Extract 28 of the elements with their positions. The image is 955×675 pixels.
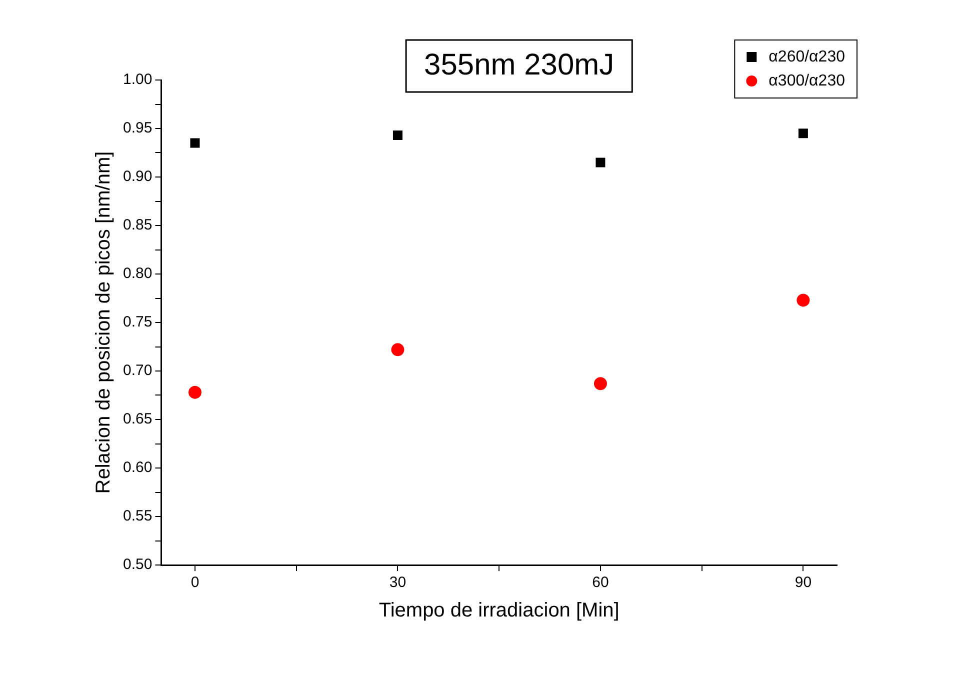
y-tick-label: 1.00 xyxy=(122,71,152,88)
point xyxy=(190,138,200,148)
x-tick-label: 30 xyxy=(389,574,406,592)
y-axis-title: Relacion de posicion de picos [nm/nm] xyxy=(92,151,115,494)
x-tick-label: 90 xyxy=(794,574,812,592)
legend-label: α300/α230 xyxy=(768,72,846,90)
point xyxy=(798,128,808,138)
point xyxy=(594,377,607,390)
y-tick-label: 0.95 xyxy=(122,120,152,137)
y-tick-label: 0.60 xyxy=(122,459,152,476)
x-tick-label: 60 xyxy=(592,574,609,592)
point xyxy=(392,130,402,140)
point xyxy=(596,158,606,168)
chart-title: 355nm 230mJ xyxy=(424,48,614,82)
y-tick-label: 0.65 xyxy=(122,410,152,428)
y-tick-label: 0.85 xyxy=(122,216,152,234)
y-tick-label: 0.70 xyxy=(122,362,152,380)
x-axis-title: Tiempo de irradiacion [Min] xyxy=(378,600,620,622)
y-tick-label: 0.50 xyxy=(122,556,152,574)
y-tick-label: 0.80 xyxy=(122,265,152,282)
y-tick-label: 0.55 xyxy=(122,508,152,525)
point xyxy=(188,386,202,399)
x-tick-label: 0 xyxy=(190,574,200,592)
y-tick-label: 0.75 xyxy=(122,314,152,331)
point xyxy=(796,294,810,307)
point xyxy=(391,343,404,356)
legend-label: α260/α230 xyxy=(768,48,846,66)
y-tick-label: 0.90 xyxy=(122,168,152,186)
